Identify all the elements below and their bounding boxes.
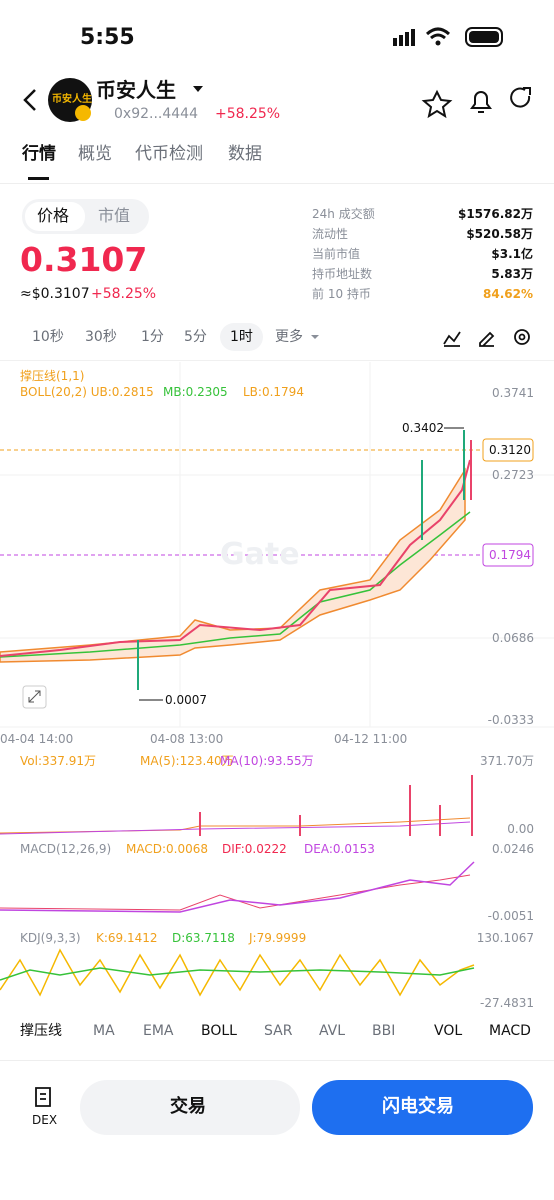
axis-label: 0.2723 [492, 468, 534, 482]
stat-label: 流动性 [312, 227, 349, 241]
toggle[interactable]: 市值 [98, 206, 131, 225]
stat-value: $3.1亿 [491, 247, 533, 261]
axis-label: 0.3741 [492, 386, 534, 400]
status-time: 5:55 [80, 25, 135, 50]
axis-label: 130.1067 [476, 931, 534, 945]
stat-value: $1576.82万 [457, 207, 533, 221]
indicator-tab[interactable]: EMA [143, 1023, 174, 1039]
avatar-text: 币安人生 [52, 94, 92, 105]
axis-label: -27.4831 [480, 996, 534, 1010]
macd: MACD(12,26,9) [20, 842, 112, 856]
interval[interactable]: 更多 [275, 329, 303, 345]
tab[interactable]: 代币检测 [135, 144, 203, 164]
lb-marker: 0.1794 [489, 548, 531, 562]
low: 0.0007 [165, 693, 207, 707]
kdj-j: J:79.9999 [249, 931, 307, 945]
axis-label: 0.00 [507, 822, 534, 836]
flash-trade-button[interactable]: 闪电交易 [382, 1096, 454, 1117]
vol-ma10: MA(10):93.55万 [220, 754, 314, 768]
indicator-tab[interactable]: AVL [319, 1023, 346, 1039]
kdj-k: K:69.1412 [96, 931, 158, 945]
interval[interactable]: 1时 [230, 329, 253, 345]
interval[interactable]: 30秒 [85, 329, 117, 345]
tab[interactable]: 行情 [22, 144, 56, 164]
x-label: 04-04 14:00 [0, 732, 74, 746]
kdj: KDJ(9,3,3) [20, 931, 81, 945]
last-price: 0.3120 [489, 443, 531, 457]
boll-mb: MB:0.2305 [163, 385, 228, 399]
axis-label: -0.0333 [487, 713, 534, 727]
vol-ma5: MA(5):123.40万 [140, 754, 234, 768]
price: 0.3107 [20, 240, 148, 279]
vol: Vol:337.91万 [20, 754, 96, 768]
macd-dea: DEA:0.0153 [304, 842, 375, 856]
x-label: 04-08 13:00 [150, 732, 224, 746]
price-change: +58.25% [91, 286, 157, 302]
token-address[interactable]: 0x92...4444 [114, 106, 198, 122]
indicator-tab[interactable]: VOL [434, 1023, 463, 1039]
indicator-tab[interactable]: BOLL [201, 1023, 237, 1039]
stat-label: 持币地址数 [312, 267, 373, 281]
stat-label: 前 10 持币 [312, 287, 371, 301]
stat-value: 5.83万 [491, 267, 533, 281]
macd-value: MACD:0.0068 [126, 842, 209, 856]
boll-lb: LB:0.1794 [243, 385, 304, 399]
toggle[interactable]: 价格 [37, 206, 70, 225]
indicator-tab[interactable]: 撑压线 [20, 1023, 62, 1039]
price-usd: ≈$0.3107 [20, 286, 90, 302]
axis-label: -0.0051 [487, 909, 534, 923]
indicator-tab[interactable]: MACD [489, 1023, 531, 1039]
kdj-d: D:63.7118 [172, 931, 235, 945]
axis-label: 371.70万 [480, 754, 534, 768]
axis-label: 0.0246 [492, 842, 534, 856]
x-label: 04-12 11:00 [334, 732, 408, 746]
dex[interactable]: DEX [32, 1113, 58, 1127]
interval[interactable]: 10秒 [32, 329, 64, 345]
stat-label: 当前市值 [312, 247, 361, 261]
macd-dif: DIF:0.0222 [222, 842, 287, 856]
stat-value: $520.58万 [466, 227, 533, 241]
tab[interactable]: 数据 [228, 144, 262, 164]
stat-label: 24h 成交额 [312, 207, 375, 221]
watermark: Gate [220, 537, 300, 572]
high: 0.3402 [402, 421, 444, 435]
axis-label: 0.0686 [492, 631, 534, 645]
tab[interactable]: 概览 [78, 144, 112, 164]
indicator-tab[interactable]: MA [93, 1023, 115, 1039]
indicator-tab[interactable]: SAR [264, 1023, 293, 1039]
token-change: +58.25% [215, 106, 281, 122]
interval[interactable]: 1分 [141, 329, 164, 345]
stat-value: 84.62% [483, 287, 533, 301]
interval[interactable]: 5分 [184, 329, 207, 345]
boll: BOLL(20,2) UB:0.2815 [20, 385, 154, 399]
trade-button[interactable]: 交易 [170, 1096, 206, 1117]
indicator: 撑压线(1,1) [20, 369, 85, 383]
indicator-tab[interactable]: BBI [372, 1023, 396, 1039]
token-name[interactable]: 币安人生 [96, 78, 176, 102]
